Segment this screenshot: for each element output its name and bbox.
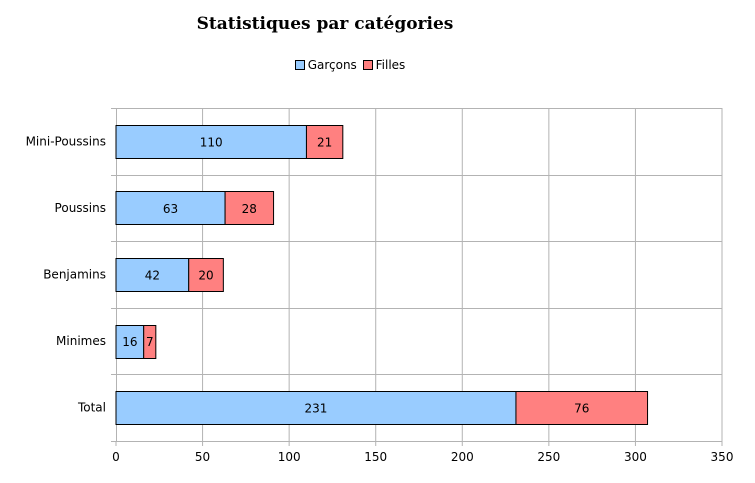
legend-item-garcons: Garçons <box>294 58 357 72</box>
category-label-mini-poussins: Mini-Poussins <box>26 134 106 148</box>
legend-label-filles: Filles <box>375 58 406 72</box>
data-label-filles-total: 76 <box>574 402 589 416</box>
data-label-garcons-minimes: 16 <box>122 335 137 349</box>
legend-label-garcons: Garçons <box>307 58 357 72</box>
legend-swatch-filles <box>362 59 373 70</box>
data-label-garcons-mini-poussins: 110 <box>200 135 223 149</box>
x-tick-label-200: 200 <box>451 450 474 464</box>
x-tick-label-250: 250 <box>537 450 560 464</box>
category-label-poussins: Poussins <box>55 201 106 215</box>
x-tick-label-50: 50 <box>195 450 210 464</box>
bar-filles-poussins <box>224 191 275 225</box>
bar-garcons-minimes <box>115 325 145 359</box>
legend: Garçons Filles <box>0 58 700 72</box>
x-tick-label-100: 100 <box>278 450 301 464</box>
bar-filles-minimes <box>143 325 157 359</box>
x-tick-label-300: 300 <box>624 450 647 464</box>
category-label-total: Total <box>77 401 106 415</box>
category-label-minimes: Minimes <box>56 334 106 348</box>
bar-garcons-poussins <box>115 191 226 225</box>
category-label-benjamins: Benjamins <box>43 268 106 282</box>
data-label-garcons-benjamins: 42 <box>145 269 160 283</box>
data-label-garcons-total: 231 <box>305 402 328 416</box>
data-label-filles-minimes: 7 <box>146 335 154 349</box>
chart-title: Statistiques par catégories <box>196 14 454 34</box>
x-tick-label-0: 0 <box>112 450 120 464</box>
legend-swatch-garcons <box>294 59 305 70</box>
x-tick-label-350: 350 <box>711 450 734 464</box>
bar-filles-mini-poussins <box>305 125 344 159</box>
bar-filles-total <box>515 391 649 425</box>
x-tick-label-150: 150 <box>364 450 387 464</box>
data-label-filles-poussins: 28 <box>242 202 257 216</box>
data-label-filles-mini-poussins: 21 <box>317 135 332 149</box>
data-label-garcons-poussins: 63 <box>163 202 178 216</box>
bar-filles-benjamins <box>188 258 224 292</box>
legend-item-filles: Filles <box>362 58 406 72</box>
data-label-filles-benjamins: 20 <box>198 269 213 283</box>
